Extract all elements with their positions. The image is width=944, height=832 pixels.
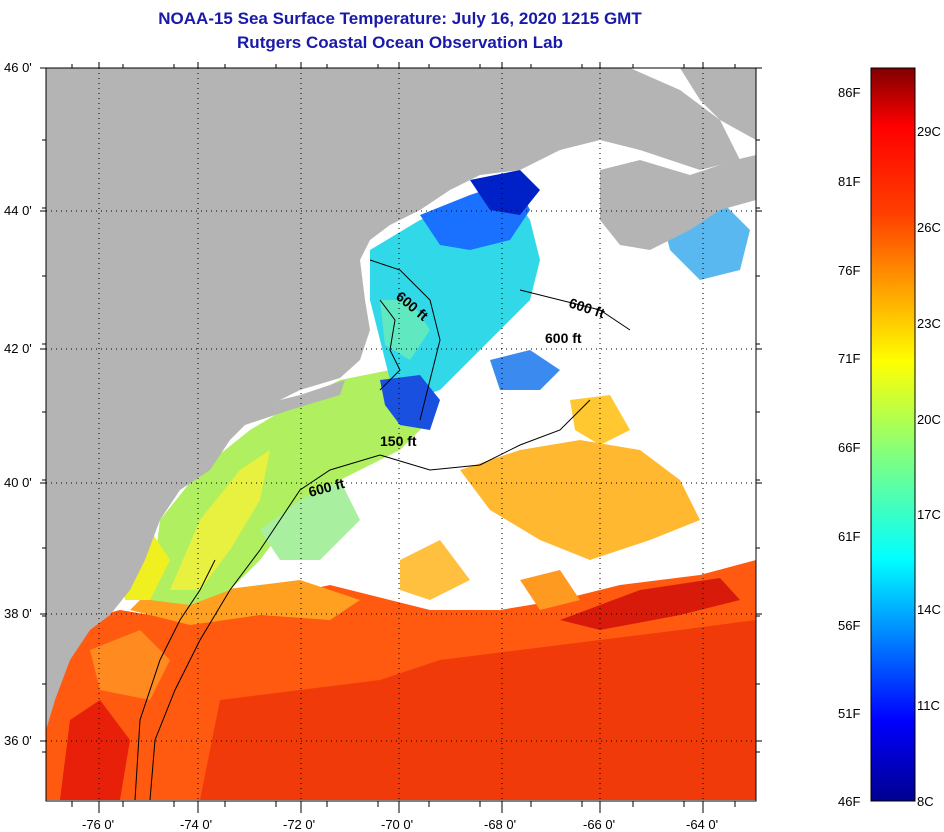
colorbar-f-label: 76F bbox=[838, 263, 860, 278]
lat-label: 42 0' bbox=[4, 341, 32, 356]
lon-label: -74 0' bbox=[180, 817, 212, 832]
colorbar-f-label: 81F bbox=[838, 174, 860, 189]
colorbar-f-label: 71F bbox=[838, 351, 860, 366]
colorbar-f-label: 51F bbox=[838, 706, 860, 721]
sst-cool-water bbox=[370, 170, 750, 430]
depth-contours bbox=[134, 259, 631, 801]
map-title: NOAA-15 Sea Surface Temperature: July 16… bbox=[158, 9, 642, 28]
colorbar bbox=[870, 67, 916, 802]
colorbar-c-label: 29C bbox=[917, 124, 941, 139]
lon-label: -72 0' bbox=[283, 817, 315, 832]
lon-label: -66 0' bbox=[583, 817, 615, 832]
colorbar-f-label: 86F bbox=[838, 85, 860, 100]
map-subtitle: Rutgers Coastal Ocean Observation Lab bbox=[237, 33, 563, 52]
colorbar-f-label: 61F bbox=[838, 529, 860, 544]
lat-label: 40 0' bbox=[4, 475, 32, 490]
lat-label: 44 0' bbox=[4, 203, 32, 218]
colorbar-c-label: 11C bbox=[917, 698, 940, 713]
lat-lon-grid bbox=[40, 62, 762, 813]
land-mass bbox=[46, 68, 756, 730]
colorbar-c-label: 20C bbox=[917, 412, 941, 427]
lon-label: -68 0' bbox=[484, 817, 516, 832]
colorbar-c-label: 14C bbox=[917, 602, 941, 617]
colorbar-c-label: 17C bbox=[917, 507, 941, 522]
lat-label: 36 0' bbox=[4, 733, 32, 748]
colorbar-c-label: 8C bbox=[917, 794, 934, 809]
contour-label: 150 ft bbox=[380, 433, 417, 449]
lon-label: -76 0' bbox=[82, 817, 114, 832]
colorbar-f-label: 56F bbox=[838, 618, 860, 633]
lat-label: 38 0' bbox=[4, 606, 32, 621]
colorbar-f-label: 46F bbox=[838, 794, 860, 809]
lat-label: 46 0' bbox=[4, 60, 32, 75]
map-frame bbox=[45, 67, 757, 802]
colorbar-c-label: 23C bbox=[917, 316, 941, 331]
colorbar-c-label: 26C bbox=[917, 220, 941, 235]
colorbar-f-label: 66F bbox=[838, 440, 860, 455]
contour-label: 600 ft bbox=[545, 330, 582, 346]
lon-label: -70 0' bbox=[381, 817, 413, 832]
lon-label: -64 0' bbox=[686, 817, 718, 832]
